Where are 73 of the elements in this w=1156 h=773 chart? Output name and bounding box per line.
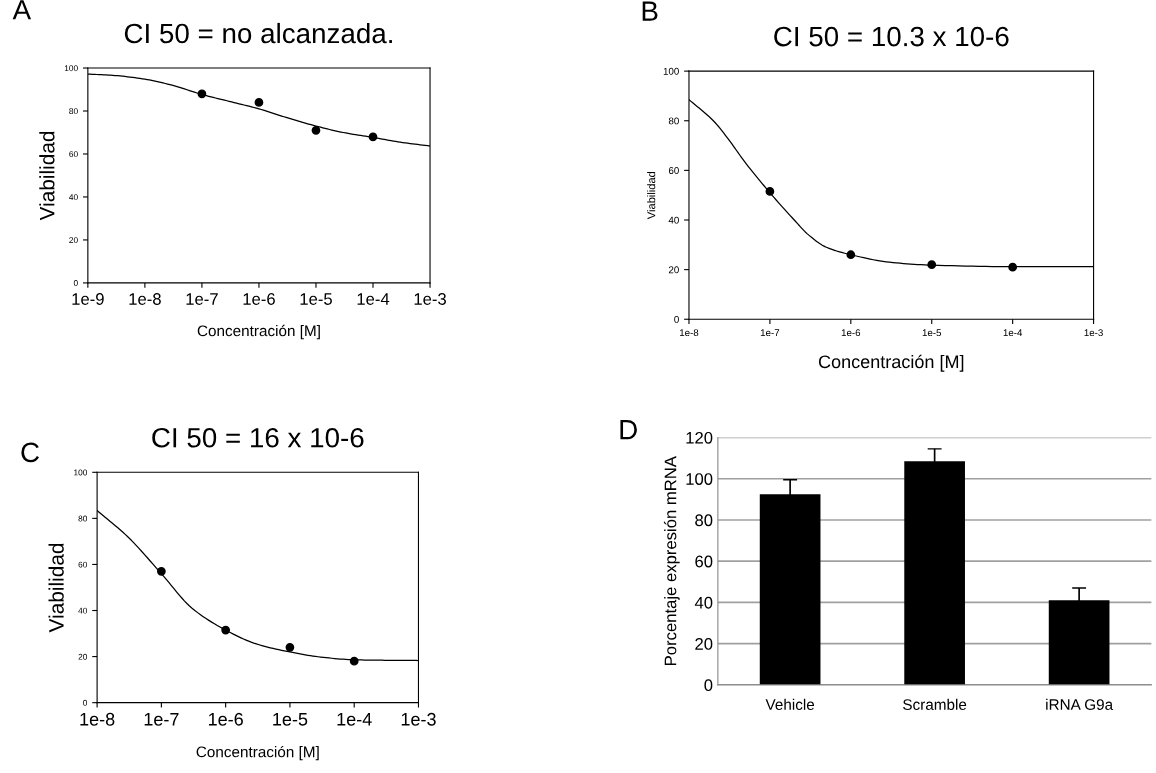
x-tick-label: 1e-6: [208, 712, 243, 726]
x-tick-label: 1e-5: [300, 293, 332, 305]
y-tick-label: 100: [74, 469, 88, 476]
y-tick-label: 20: [668, 266, 679, 274]
x-tick-label: 1e-5: [273, 713, 308, 726]
x-tick-label: Vehicle: [765, 698, 815, 710]
point: [1008, 262, 1018, 272]
y-tick-label: 80: [695, 514, 713, 527]
y-tick-label: 100: [686, 473, 713, 485]
y-axis-title: Porcentaje expresión mRNA: [663, 456, 680, 665]
x-tick-label: 1e-3: [414, 293, 446, 305]
x-tick-label: 1e-7: [186, 293, 218, 305]
y-tick-label: 0: [73, 280, 78, 287]
y-tick-label: 40: [78, 607, 88, 614]
x-axis-title: Concentración [M]: [196, 745, 319, 761]
x-tick-label: 1e-4: [337, 713, 372, 726]
y-tick-label: 80: [69, 108, 78, 115]
point: [311, 125, 321, 135]
point: [221, 625, 231, 635]
y-tick-label: 0: [674, 315, 679, 323]
y-tick-label: 0: [83, 699, 88, 706]
point: [157, 566, 166, 576]
x-tick-label: 1e-7: [760, 329, 780, 337]
y-tick-label: 60: [668, 167, 679, 174]
x-tick-label: 1e-5: [922, 329, 942, 337]
x-tick-label: iRNA G9a: [1046, 698, 1114, 710]
y-tick-label: 40: [694, 596, 713, 609]
point: [285, 643, 295, 652]
x-tick-label: 1e-8: [679, 329, 699, 337]
text: B: [642, 1, 658, 21]
y-tick-label: 20: [695, 638, 713, 650]
y-tick-label: 0: [704, 679, 713, 692]
x-tick-label: 1e-9: [72, 293, 104, 305]
point: [254, 98, 264, 107]
point: [927, 260, 937, 270]
y-axis-title: Viabilidad: [647, 171, 656, 220]
y-tick-label: 40: [668, 216, 679, 224]
x-tick-label: 1e-8: [80, 712, 115, 726]
point: [368, 132, 378, 142]
text: C: [21, 442, 39, 463]
y-tick-label: 20: [78, 653, 88, 660]
y-axis-title: Viabilidad: [48, 543, 64, 633]
x-tick-label: 1e-8: [129, 293, 161, 305]
y-tick-label: 20: [69, 237, 78, 244]
x-tick-label: 1e-6: [243, 293, 275, 305]
text: A: [12, 0, 32, 20]
x-axis-title: Concentración [M]: [197, 324, 320, 340]
x-tick-label: 1e-3: [1084, 329, 1103, 337]
y-tick-label: 80: [668, 117, 679, 125]
chart-title: CI 50 = no alcanzada.: [124, 22, 392, 44]
x-tick-label: 1e-4: [357, 293, 390, 305]
point: [765, 187, 775, 196]
y-tick-label: 100: [663, 67, 679, 75]
y-tick-label: 120: [686, 431, 713, 444]
x-tick-label: 1e-6: [841, 329, 861, 337]
x-axis-title: Concentración [M]: [818, 354, 964, 372]
x-tick-label: 1e-4: [1003, 329, 1023, 337]
y-tick-label: 60: [695, 555, 713, 568]
point: [846, 250, 856, 260]
y-tick-label: 100: [64, 65, 78, 72]
y-tick-label: 40: [69, 194, 78, 201]
y-axis-title: Viabilidad: [39, 131, 55, 221]
chart-title: CI 50 = 10.3 x 10-6: [774, 26, 1009, 47]
point: [349, 656, 359, 666]
chart-title: CI 50 = 16 x 10-6: [152, 427, 364, 448]
y-tick-label: 60: [69, 151, 78, 158]
y-tick-label: 60: [78, 561, 88, 568]
x-tick-label: 1e-7: [144, 713, 179, 726]
text: D: [620, 420, 637, 440]
y-tick-label: 80: [78, 515, 88, 522]
x-tick-label: 1e-3: [401, 712, 436, 726]
point: [197, 89, 207, 99]
x-tick-label: Scramble: [903, 698, 967, 710]
